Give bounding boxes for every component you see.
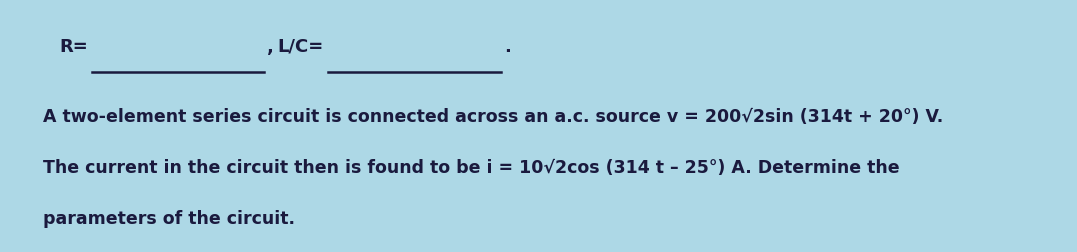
Text: A two-element series circuit is connected across an a.c. source v = 200√2sin (31: A two-element series circuit is connecte… [43,108,943,126]
Text: ,: , [267,38,274,55]
Text: R=: R= [59,38,88,55]
Text: .: . [504,38,510,55]
Text: The current in the circuit then is found to be i = 10√2cos (314 t – 25°) A. Dete: The current in the circuit then is found… [43,159,899,176]
Text: parameters of the circuit.: parameters of the circuit. [43,209,295,227]
Text: L/C=: L/C= [278,38,324,55]
